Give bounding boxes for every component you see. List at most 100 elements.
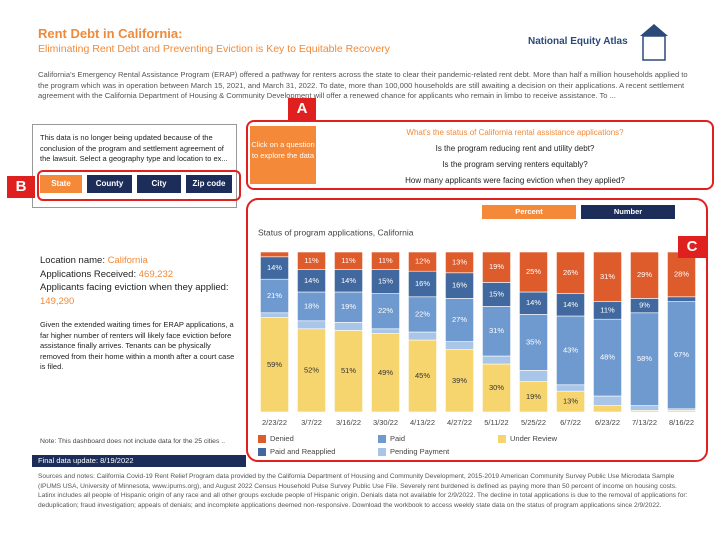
- legend-swatch: [258, 448, 266, 456]
- geo-button[interactable]: State: [40, 175, 82, 193]
- highlight-box: [246, 120, 714, 190]
- question[interactable]: Is the program serving renters equitably…: [442, 160, 588, 169]
- bar-segment: [297, 251, 326, 270]
- question[interactable]: Is the program reducing rent and utility…: [435, 144, 595, 153]
- legend-label: Under Review: [510, 434, 558, 443]
- bar-segment: [260, 251, 289, 258]
- data-label: 45%: [415, 371, 430, 380]
- data-label: 16%: [452, 281, 467, 290]
- data-label: 67%: [674, 350, 689, 359]
- data-label: 28%: [674, 269, 689, 278]
- prompt: Click on a question to explore the data: [251, 140, 315, 160]
- data-label: 14%: [341, 276, 356, 285]
- data-label: 11%: [304, 256, 319, 265]
- label: Location name:: [40, 255, 105, 266]
- bar-segment: [371, 251, 400, 270]
- data-label: 21%: [267, 291, 282, 300]
- bar-segment: [482, 363, 511, 413]
- annotation: C: [678, 236, 706, 258]
- data-label: 26%: [563, 268, 578, 277]
- data-label: 14%: [526, 298, 541, 307]
- highlight-box: [246, 198, 708, 462]
- data-label: 14%: [563, 300, 578, 309]
- bar-segment: [445, 298, 474, 342]
- toggle-button[interactable]: Number: [581, 205, 675, 219]
- data-label: 35%: [526, 337, 541, 346]
- question[interactable]: How many applicants were facing eviction…: [405, 176, 625, 185]
- legend-label: Pending Payment: [390, 447, 450, 456]
- bar-segment: [519, 381, 548, 413]
- geo-button[interactable]: County: [87, 175, 132, 193]
- toggle-button[interactable]: Percent: [482, 205, 576, 219]
- data-label: 29%: [637, 270, 652, 279]
- bar-segment: [482, 251, 511, 283]
- bar-segment: [408, 339, 437, 413]
- legend-swatch: [378, 448, 386, 456]
- bar-segment: [482, 306, 511, 357]
- bar-segment: [445, 251, 474, 274]
- data-label: 15%: [378, 277, 393, 286]
- prompt-button[interactable]: Click on a question to explore the data: [250, 126, 316, 184]
- value: 469,232: [138, 268, 174, 280]
- bar-segment: [297, 328, 326, 413]
- legend-label: Paid and Reapplied: [270, 447, 335, 456]
- annotation: B: [7, 176, 35, 198]
- geo-button[interactable]: City: [137, 175, 181, 193]
- data-label: 16%: [415, 279, 430, 288]
- data-label: 14%: [304, 276, 319, 285]
- bar-segment: [408, 270, 437, 298]
- data-label: 11%: [341, 256, 356, 265]
- bar-segment: [556, 315, 585, 386]
- bar-segment: [445, 349, 474, 413]
- legend-label: Denied: [270, 434, 294, 443]
- data-label: 25%: [526, 267, 541, 276]
- data-label: 12%: [415, 257, 430, 266]
- bar-segment: [630, 251, 659, 299]
- value: California: [107, 255, 148, 266]
- legend-swatch: [498, 435, 506, 443]
- bar-segment: [371, 269, 400, 294]
- data-label: 27%: [452, 315, 467, 324]
- bar-segment: [408, 296, 437, 333]
- x-tick-label: 8/16/22: [669, 418, 694, 427]
- highlight-box: [37, 170, 241, 201]
- data-label: 58%: [637, 354, 652, 363]
- bar-segment: [667, 301, 696, 410]
- data-label: 39%: [452, 376, 467, 385]
- data-label: 13%: [452, 257, 467, 266]
- x-tick-label: 6/7/22: [560, 418, 581, 427]
- x-tick-label: 5/11/22: [484, 418, 508, 427]
- chart-title: Status of program applications, Californ…: [258, 227, 414, 237]
- data-label: 22%: [378, 306, 393, 315]
- data-label: 15%: [489, 289, 504, 298]
- location-stats: Location name: California Applications R…: [40, 254, 240, 308]
- data-label: 51%: [341, 366, 356, 375]
- bar-segment: [556, 251, 585, 294]
- legend-swatch: [258, 435, 266, 443]
- x-tick-label: 4/13/22: [410, 418, 435, 427]
- bar-segment: [593, 251, 622, 302]
- geo-button[interactable]: Zip code: [186, 175, 232, 193]
- data-label: 19%: [341, 302, 356, 311]
- notice-box: [32, 124, 237, 208]
- brand: National Equity Atlas: [528, 36, 628, 47]
- data-label: 52%: [304, 365, 319, 374]
- data-label: 59%: [267, 360, 282, 369]
- label: Applications Received:: [40, 268, 137, 280]
- notice: This data is no longer being updated bec…: [40, 133, 228, 163]
- x-tick-label: 2/23/22: [262, 418, 287, 427]
- bar-segment: [371, 293, 400, 330]
- bar-segment: [334, 330, 363, 413]
- data-label: 18%: [304, 301, 319, 310]
- data-label: 19%: [489, 262, 504, 271]
- question[interactable]: What's the status of California rental a…: [406, 128, 624, 137]
- data-label: 19%: [526, 392, 541, 401]
- eviction-note: Given the extended waiting times for ERA…: [40, 320, 235, 371]
- data-label: 30%: [489, 383, 504, 392]
- bar-segment: [334, 291, 363, 323]
- data-label: 48%: [600, 353, 615, 362]
- bar-segment: [593, 318, 622, 397]
- bar-segment: [445, 272, 474, 299]
- subtitle: Eliminating Rent Debt and Preventing Evi…: [38, 43, 390, 55]
